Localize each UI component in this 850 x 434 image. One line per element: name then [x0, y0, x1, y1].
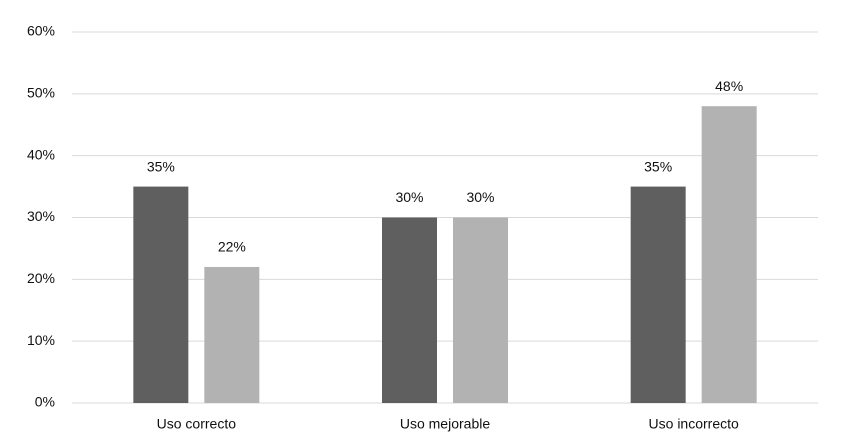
y-tick-label: 20%	[27, 270, 55, 286]
x-tick-label: Uso incorrecto	[649, 416, 739, 432]
bar	[133, 186, 189, 403]
data-label: 30%	[466, 189, 494, 205]
data-label: 48%	[715, 78, 743, 94]
data-label: 35%	[147, 158, 175, 174]
x-tick-label: Uso mejorable	[400, 416, 490, 432]
y-tick-label: 0%	[35, 394, 55, 410]
y-tick-label: 60%	[27, 23, 55, 39]
x-tick-label: Uso correcto	[157, 416, 237, 432]
y-tick-label: 50%	[27, 85, 55, 101]
bar	[630, 186, 686, 403]
data-label: 22%	[218, 239, 246, 255]
bar	[701, 106, 757, 403]
data-label: 35%	[644, 158, 672, 174]
bar	[204, 266, 260, 403]
y-tick-label: 40%	[27, 146, 55, 162]
data-label: 30%	[395, 189, 423, 205]
y-tick-label: 10%	[27, 332, 55, 348]
bar	[453, 217, 508, 403]
y-tick-label: 30%	[27, 208, 55, 224]
bar	[382, 217, 437, 403]
